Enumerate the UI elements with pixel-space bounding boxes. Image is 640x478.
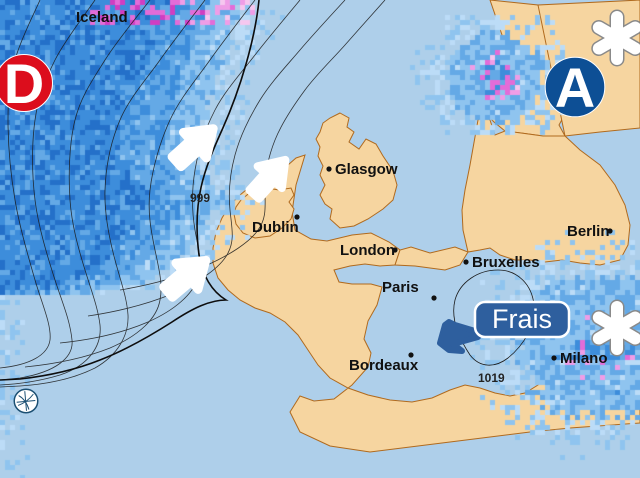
svg-text:London: London [340,242,395,259]
svg-text:Dublin: Dublin [252,219,299,236]
svg-text:Bordeaux: Bordeaux [349,357,419,374]
svg-text:Frais: Frais [492,304,552,334]
svg-text:1019: 1019 [478,371,505,385]
svg-text:Iceland: Iceland [76,9,128,26]
svg-text:Glasgow: Glasgow [335,161,398,178]
svg-text:A: A [555,56,595,119]
svg-text:Paris: Paris [382,279,419,296]
svg-text:Milano: Milano [560,350,608,367]
svg-text:D: D [4,52,44,115]
svg-text:Berlin: Berlin [567,223,610,240]
svg-text:Bruxelles: Bruxelles [472,254,540,271]
svg-text:999: 999 [190,191,210,205]
